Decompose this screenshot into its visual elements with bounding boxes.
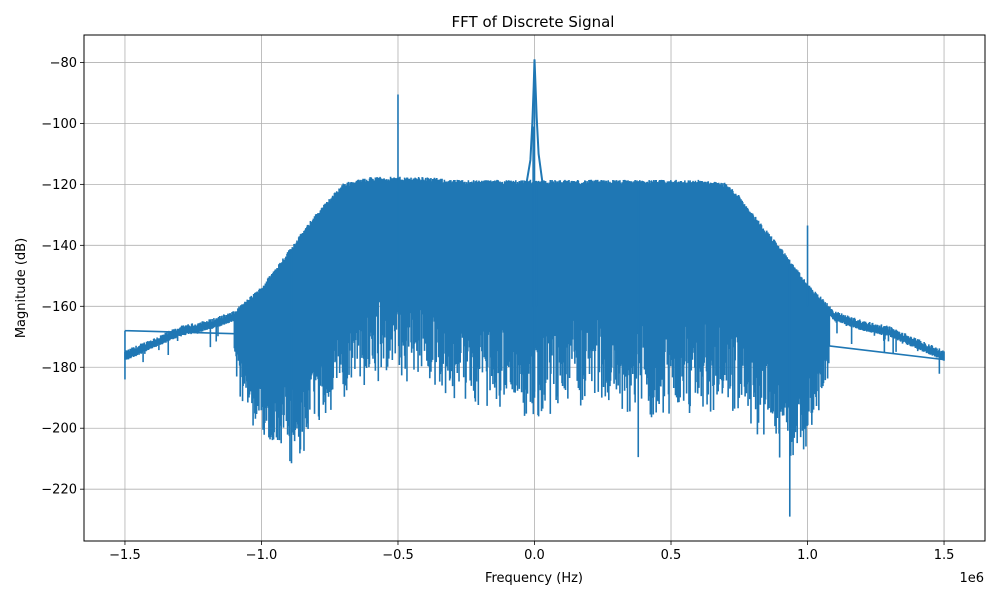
spectrum-tail — [124, 314, 945, 356]
x-tick-label: −1.5 — [109, 548, 141, 563]
wrap-segment — [829, 345, 945, 361]
y-tick-label: −140 — [41, 239, 77, 254]
x-offset-label: 1e6 — [959, 571, 984, 586]
x-tick-label: 0.0 — [524, 548, 545, 563]
spectrum-series — [124, 59, 945, 517]
x-tick-label: −1.0 — [246, 548, 278, 563]
chart-title: FFT of Discrete Signal — [452, 13, 615, 31]
y-tick-label: −80 — [50, 56, 77, 71]
y-tick-label: −200 — [41, 422, 77, 437]
x-tick-label: −0.5 — [382, 548, 414, 563]
x-axis: −1.5 −1.0 −0.5 0.0 0.5 1.0 1.5 — [109, 541, 954, 563]
central-peak — [525, 59, 544, 185]
x-tick-label: 0.5 — [661, 548, 682, 563]
wrap-segment — [124, 329, 235, 335]
y-tick-label: −160 — [41, 300, 77, 315]
x-axis-label: Frequency (Hz) — [485, 571, 583, 586]
y-tick-label: −180 — [41, 361, 77, 376]
y-axis-label: Magnitude (dB) — [14, 238, 29, 338]
y-tick-label: −220 — [41, 483, 77, 498]
x-tick-label: 1.0 — [797, 548, 818, 563]
y-tick-label: −120 — [41, 178, 77, 193]
y-tick-label: −100 — [41, 117, 77, 132]
x-tick-label: 1.5 — [934, 548, 955, 563]
y-axis: −80 −100 −120 −140 −160 −180 −200 −220 — [41, 56, 84, 498]
